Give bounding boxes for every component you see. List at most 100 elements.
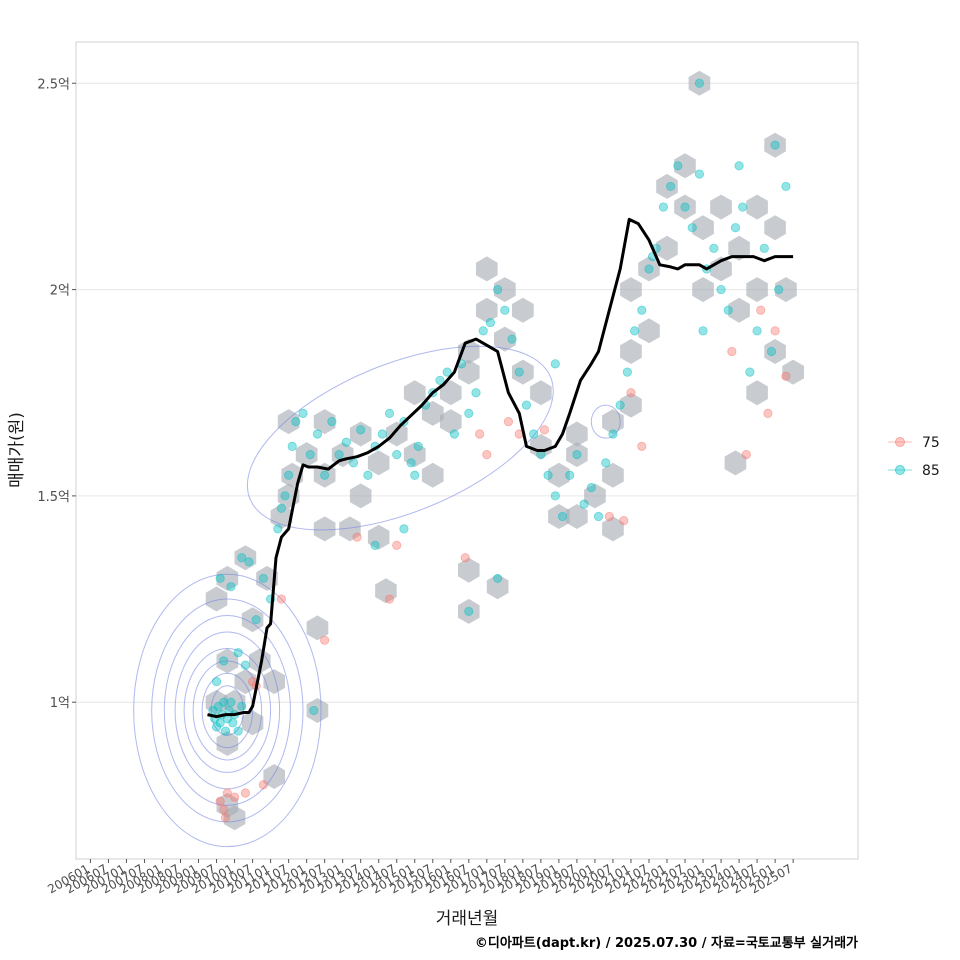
point-85 <box>258 573 268 584</box>
point-85 <box>327 417 337 427</box>
point-75 <box>503 417 514 427</box>
hex-bin <box>728 297 750 323</box>
hex-bin <box>421 400 444 426</box>
hex-bin <box>403 380 426 406</box>
point-85 <box>280 491 290 501</box>
point-85 <box>500 305 510 315</box>
hex-bin <box>584 483 606 509</box>
hex-bin <box>476 256 498 282</box>
hex-bin <box>764 215 786 241</box>
point-85 <box>284 470 294 480</box>
point-75 <box>384 594 395 604</box>
density-contour <box>201 672 254 749</box>
point-85 <box>680 202 690 212</box>
point-85 <box>666 181 676 192</box>
hex-bin <box>638 256 660 282</box>
point-85 <box>348 458 359 468</box>
point-85 <box>334 450 344 460</box>
hex-bin <box>548 504 570 529</box>
point-85 <box>485 317 496 328</box>
density-contour <box>192 660 263 761</box>
point-85 <box>320 470 330 480</box>
point-85 <box>244 557 254 567</box>
hex-bin <box>692 215 714 241</box>
point-85 <box>629 326 640 336</box>
point-75 <box>215 796 225 806</box>
point-85 <box>766 346 777 357</box>
hex-bin <box>530 433 552 459</box>
point-85 <box>226 582 236 592</box>
point-85 <box>291 417 301 427</box>
point-85 <box>377 429 387 439</box>
hex-bin <box>349 483 372 509</box>
point-85 <box>298 408 308 418</box>
point-85 <box>211 676 222 687</box>
point-85 <box>392 450 402 460</box>
hex-bin <box>205 586 228 612</box>
point-85 <box>586 483 596 493</box>
hex-bin <box>620 392 642 418</box>
hex-bin <box>764 339 786 364</box>
density-contour <box>590 404 621 439</box>
legend-key-85 <box>895 465 905 475</box>
point-75 <box>475 429 485 439</box>
density-contour <box>133 573 322 848</box>
point-85 <box>287 441 297 451</box>
trend-line <box>207 217 794 719</box>
point-85 <box>673 161 683 171</box>
point-85 <box>698 326 708 336</box>
y-tick-label: 1억 <box>50 696 70 711</box>
point-85 <box>471 388 481 398</box>
point-75 <box>539 425 550 435</box>
point-75 <box>604 511 614 522</box>
hex-bin <box>674 194 696 220</box>
hex-bin <box>458 557 480 583</box>
point-85 <box>543 470 553 480</box>
point-85 <box>384 408 395 418</box>
point-85 <box>601 458 611 468</box>
hex-bin <box>566 504 588 529</box>
legend-label-75: 75 <box>922 435 940 451</box>
hex-bin <box>692 277 714 303</box>
hex-bin <box>385 421 408 447</box>
point-85 <box>370 540 380 551</box>
hex-bin <box>295 442 318 468</box>
point-85 <box>449 429 459 439</box>
point-75 <box>352 532 362 542</box>
point-75 <box>637 441 647 451</box>
hex-bin <box>223 805 246 831</box>
point-75 <box>240 788 250 798</box>
point-85 <box>493 284 503 295</box>
point-85 <box>226 697 236 707</box>
hex-bin <box>746 277 768 303</box>
point-85 <box>220 726 231 736</box>
point-85 <box>565 470 575 480</box>
hex-bin <box>602 409 624 435</box>
point-85 <box>410 470 420 480</box>
point-85 <box>774 284 784 295</box>
hex-bin <box>494 326 516 352</box>
hex-bin <box>375 578 397 604</box>
hex-bin <box>746 380 768 406</box>
hex-bin <box>339 516 361 542</box>
hex-bin <box>277 409 300 435</box>
hex-bin <box>656 173 678 199</box>
point-85 <box>219 656 229 666</box>
point-85 <box>237 553 247 563</box>
point-85 <box>251 615 261 625</box>
hex-bin <box>367 450 390 476</box>
point-75 <box>741 450 751 460</box>
point-85 <box>529 429 539 439</box>
legend-item-75[interactable]: 75 <box>888 435 940 451</box>
hex-bin <box>367 524 390 550</box>
hex-bin <box>494 277 516 303</box>
point-85 <box>709 243 719 253</box>
point-85 <box>557 511 568 522</box>
density-contour <box>246 345 554 531</box>
point-85 <box>694 78 705 88</box>
point-75 <box>220 813 231 823</box>
legend-item-85[interactable]: 85 <box>888 463 940 479</box>
point-85 <box>550 359 560 369</box>
legend: 75 85 <box>888 435 940 479</box>
hex-bin <box>486 574 509 600</box>
